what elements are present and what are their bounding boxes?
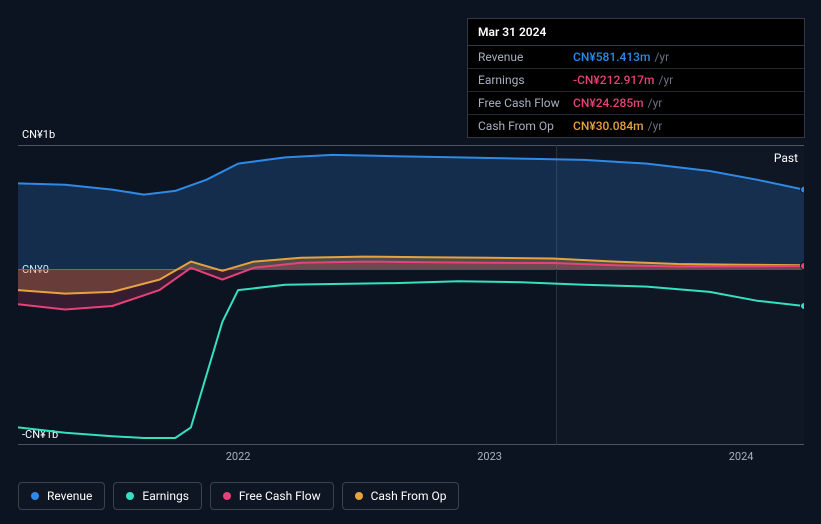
legend: Revenue Earnings Free Cash Flow Cash From O… — [18, 482, 459, 510]
legend-label: Revenue — [47, 489, 92, 503]
tooltip-row-unit: /yr — [654, 50, 669, 64]
chart-svg — [18, 145, 804, 445]
tooltip-row-value: CN¥581.413m — [573, 50, 650, 64]
tooltip-row-value: -CN¥212.917m — [573, 73, 655, 87]
tooltip-row-unit: /yr — [659, 73, 674, 87]
legend-label: Earnings — [142, 489, 189, 503]
chart-area[interactable]: Past — [18, 145, 804, 445]
tooltip-row: Free Cash FlowCN¥24.285m/yr — [468, 92, 804, 115]
legend-item[interactable]: Free Cash Flow — [210, 482, 334, 510]
tooltip-row-value: CN¥30.084m — [573, 119, 644, 133]
legend-label: Cash From Op — [371, 489, 447, 503]
tooltip-row-label: Cash From Op — [478, 119, 573, 133]
tooltip-row: Cash From OpCN¥30.084m/yr — [468, 115, 804, 137]
tooltip-row-label: Free Cash Flow — [478, 96, 573, 110]
legend-swatch — [126, 492, 134, 500]
legend-label: Free Cash Flow — [239, 489, 321, 503]
legend-swatch — [355, 492, 363, 500]
x-axis: 2022 2023 2024 — [18, 450, 804, 468]
tooltip-row: RevenueCN¥581.413m/yr — [468, 46, 804, 69]
tooltip-date: Mar 31 2024 — [468, 19, 804, 46]
tooltip-row-label: Earnings — [478, 73, 573, 87]
legend-item[interactable]: Cash From Op — [342, 482, 460, 510]
tooltip-row-unit: /yr — [648, 96, 663, 110]
tooltip-row-unit: /yr — [648, 119, 663, 133]
legend-swatch — [223, 492, 231, 500]
legend-swatch — [31, 492, 39, 500]
tooltip-row-value: CN¥24.285m — [573, 96, 644, 110]
x-axis-tick: 2022 — [226, 450, 251, 463]
legend-item[interactable]: Earnings — [113, 482, 202, 510]
tooltip-row-label: Revenue — [478, 50, 573, 64]
y-axis-top-label: CN¥1b — [22, 128, 55, 141]
x-axis-tick: 2024 — [729, 450, 754, 463]
x-axis-tick: 2023 — [477, 450, 502, 463]
legend-item[interactable]: Revenue — [18, 482, 105, 510]
tooltip-row: Earnings-CN¥212.917m/yr — [468, 69, 804, 92]
tooltip-panel: Mar 31 2024 RevenueCN¥581.413m/yrEarning… — [467, 18, 805, 138]
